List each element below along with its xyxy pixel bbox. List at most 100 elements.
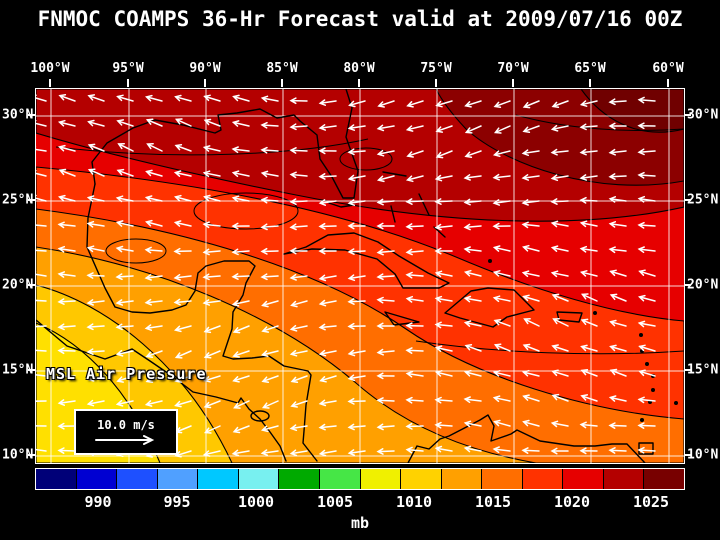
wind-vector-arrow	[318, 323, 337, 331]
wind-vector-arrow	[318, 199, 337, 206]
wind-vector-arrow	[522, 343, 540, 352]
wind-vector-arrow	[347, 322, 366, 330]
wind-vector-arrow	[173, 194, 192, 202]
wind-vector-arrow	[57, 119, 76, 127]
wind-vector-arrow	[36, 349, 47, 352]
wind-vector-arrow	[231, 273, 250, 280]
wind-vector-arrow	[289, 324, 308, 332]
wind-vector-arrow	[435, 125, 453, 133]
wind-vector-arrow	[260, 196, 279, 204]
wind-vector-arrow	[637, 446, 656, 454]
lat-axis-label: 30°N	[2, 107, 34, 123]
wind-vector-arrow	[261, 350, 279, 358]
wind-vector-arrow	[86, 272, 105, 279]
wind-vector-arrow	[347, 199, 366, 206]
wind-vector-arrow	[552, 317, 569, 327]
colorbar-segment	[157, 469, 198, 489]
wind-vector-arrow	[637, 122, 656, 130]
wind-vector-arrow	[144, 219, 163, 227]
wind-vector-arrow	[203, 325, 221, 334]
colorbar	[35, 468, 685, 490]
wind-vector-arrow	[550, 124, 569, 132]
wind-vector-arrow	[464, 343, 482, 352]
wind-vector-arrow	[231, 449, 250, 457]
wind-vector-arrow	[637, 96, 656, 104]
colorbar-segment	[644, 469, 684, 489]
wind-vector-arrow	[405, 446, 424, 454]
wind-vector-arrow	[609, 368, 627, 377]
wind-scale-legend: 10.0 m/s	[74, 409, 178, 455]
wind-vector-arrow	[174, 143, 192, 152]
wind-vector-arrow	[290, 300, 308, 308]
wind-vector-arrow	[521, 244, 540, 252]
wind-vector-arrow	[434, 295, 453, 303]
wind-vector-arrow	[36, 374, 47, 377]
wind-vector-arrow	[318, 423, 337, 431]
wind-vector-arrow	[521, 447, 540, 454]
wind-vector-arrow	[492, 270, 511, 277]
wind-vector-arrow	[493, 125, 511, 134]
wind-vector-arrow	[434, 247, 453, 255]
colorbar-segment	[441, 469, 482, 489]
wind-vector-arrow	[637, 221, 656, 229]
lon-axis-label: 60°W	[652, 61, 684, 76]
wind-vector-arrow	[231, 195, 250, 203]
wind-vector-arrow	[347, 274, 366, 282]
wind-vector-arrow	[318, 147, 337, 155]
colorbar-tick-label: 995	[163, 493, 191, 511]
wind-vector-arrow	[203, 118, 221, 127]
wind-vector-arrow	[521, 369, 540, 377]
wind-vector-arrow	[318, 449, 337, 457]
wind-vector-arrow	[260, 170, 279, 178]
wind-vector-arrow	[376, 124, 395, 132]
wind-vector-arrow	[608, 98, 627, 106]
wind-vector-arrow	[463, 198, 482, 206]
wind-vector-arrow	[36, 146, 47, 152]
wind-vector-arrow	[376, 222, 395, 230]
axis-tick	[204, 79, 206, 87]
wind-vector-arrow	[202, 248, 221, 256]
lat-axis-label: 20°N	[2, 277, 34, 293]
wind-vector-arrow	[145, 169, 163, 177]
wind-vector-arrow	[463, 269, 482, 277]
colorbar-tick-label: 1010	[395, 493, 433, 511]
wind-vector-arrow	[347, 298, 366, 305]
wind-vector-arrow	[405, 422, 424, 430]
wind-vector-arrow	[173, 220, 192, 227]
wind-vector-arrow	[57, 298, 76, 305]
axis-tick	[28, 114, 35, 116]
wind-vector-arrow	[57, 144, 76, 152]
axis-tick	[28, 284, 35, 286]
wind-vector-arrow	[144, 195, 163, 202]
colorbar-segment	[238, 469, 279, 489]
wind-vector-arrow	[57, 447, 76, 454]
axis-tick	[589, 79, 591, 87]
wind-vector-arrow	[434, 321, 453, 329]
wind-vector-arrow	[579, 174, 598, 181]
wind-vector-arrow	[522, 394, 540, 402]
wind-vector-arrow	[434, 345, 453, 352]
wind-vector-arrow	[463, 223, 482, 231]
lon-axis-label: 85°W	[266, 61, 298, 76]
wind-vector-arrow	[86, 399, 105, 407]
wind-vector-arrow	[289, 123, 308, 131]
wind-vector-arrow	[521, 221, 540, 229]
wind-vector-arrow	[36, 194, 47, 202]
wind-vector-arrow	[203, 94, 221, 102]
wind-vector-arrow	[609, 344, 627, 352]
wind-vector-arrow	[493, 419, 511, 427]
wind-vector-arrow	[36, 169, 47, 177]
wind-vector-arrow	[173, 273, 192, 281]
lon-axis-label: 100°W	[30, 61, 70, 76]
wind-vector-arrow	[579, 220, 598, 228]
wind-vector-arrow	[637, 396, 656, 404]
wind-vector-arrow	[289, 198, 308, 206]
wind-vector-arrow	[550, 148, 569, 156]
wind-vector-arrow	[376, 198, 395, 206]
wind-vector-arrow	[376, 175, 395, 183]
lat-axis-label: 30°N	[687, 107, 719, 123]
wind-vector-arrow	[463, 295, 482, 303]
wind-vector-arrow	[434, 174, 453, 182]
wind-vector-arrow	[144, 324, 163, 331]
wind-vector-arrow	[637, 148, 656, 156]
